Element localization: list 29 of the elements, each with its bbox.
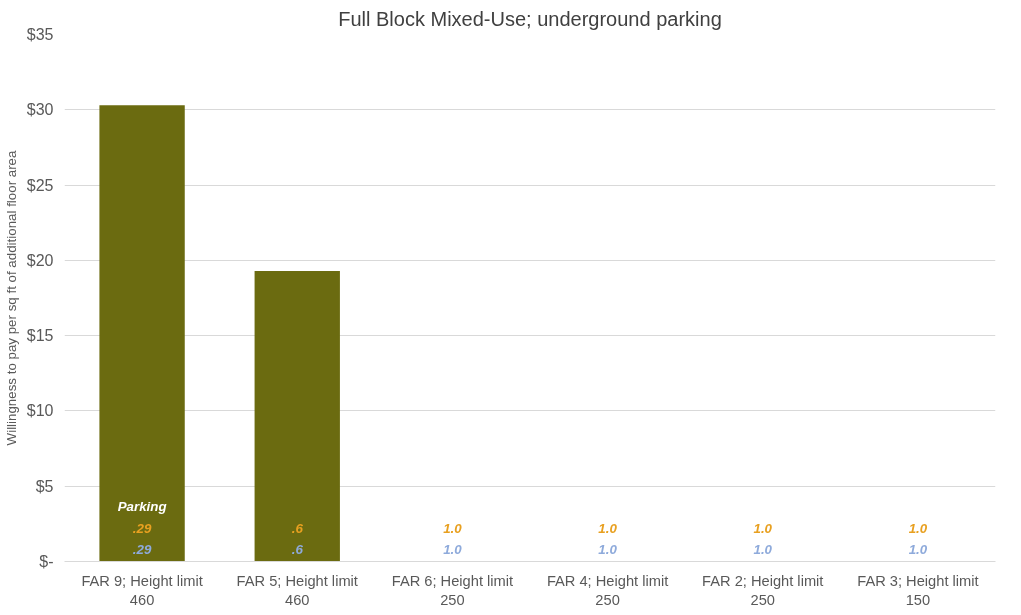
- y-tick-label: $20: [26, 251, 54, 269]
- y-tick-label: $10: [26, 402, 54, 420]
- annotation: 1.0: [908, 541, 928, 557]
- annotation: 1.0: [753, 520, 773, 536]
- x-tick-label: FAR 2; Height limit 250: [702, 572, 824, 608]
- x-tick-label: FAR 5; Height limit 460: [236, 572, 358, 608]
- annotation: .6: [291, 520, 304, 536]
- y-tick-label: $-: [39, 553, 54, 570]
- chart-title: Full Block Mixed-Use; underground parking: [338, 7, 722, 30]
- y-tick-label: $15: [26, 327, 54, 345]
- annotation: 1.0: [598, 541, 618, 557]
- annotation: .29: [132, 541, 152, 557]
- annotation: 1.0: [753, 541, 773, 557]
- x-tick-label: FAR 3; Height limit 150: [857, 572, 979, 608]
- y-tick-label: $30: [26, 101, 54, 119]
- y-axis-title: Willingness to pay per sq ft of additional floor area: [3, 149, 19, 446]
- annotation: .6: [291, 541, 304, 557]
- y-tick-label: $35: [26, 26, 54, 43]
- annotation: 1.0: [443, 541, 463, 557]
- y-tick-label: $5: [35, 477, 54, 495]
- annotation: 1.0: [598, 520, 618, 536]
- annotation: .29: [132, 520, 152, 536]
- annotation: 1.0: [443, 520, 463, 536]
- x-tick-label: FAR 6; Height limit 250: [391, 572, 514, 608]
- x-tick-label: FAR 4; Height limit 250: [546, 572, 669, 608]
- annotation: 1.0: [908, 520, 928, 536]
- x-tick-label: FAR 9; Height limit 460: [81, 572, 203, 608]
- annotation: Parking: [117, 498, 167, 514]
- y-tick-label: $25: [26, 176, 54, 194]
